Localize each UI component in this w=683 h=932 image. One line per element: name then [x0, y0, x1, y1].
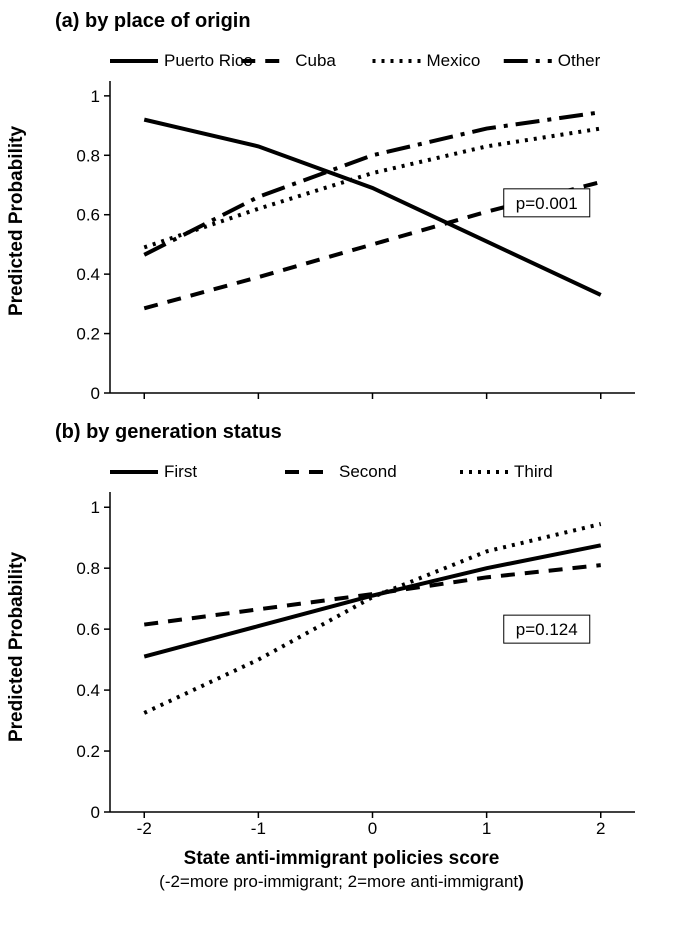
y-tick-label: 0 [91, 384, 100, 401]
series-other [144, 112, 601, 255]
y-tick-label: 0.4 [76, 265, 100, 284]
panel-a-ylabel: Predicted Probability [6, 126, 28, 316]
p-value-text: p=0.124 [516, 620, 578, 639]
panel-b-ylabel: Predicted Probability [6, 552, 28, 742]
y-tick-label: 0.4 [76, 681, 100, 700]
y-tick-label: 0.8 [76, 559, 100, 578]
y-tick-label: 0 [91, 803, 100, 822]
y-tick-label: 0.8 [76, 146, 100, 165]
legend-label-mexico: Mexico [427, 51, 481, 70]
legend: Puerto Rico Cuba Mexico Other [110, 51, 601, 70]
y-tick-label: 0.2 [76, 742, 100, 761]
legend-label-cuba: Cuba [295, 51, 336, 70]
x-tick-label: -1 [251, 819, 266, 838]
x-axis-label: State anti-immigrant policies score [0, 848, 683, 870]
y-tick-label: 0.2 [76, 325, 100, 344]
y-tick-label: 0.6 [76, 206, 100, 225]
p-value-text: p=0.001 [516, 194, 578, 213]
panel-b-chart-wrap: Predicted Probability FirstSecondThird00… [65, 452, 658, 842]
legend-label-third: Third [514, 462, 553, 481]
y-tick-label: 1 [91, 498, 100, 517]
legend-label-first: First [164, 462, 197, 481]
panel-b-svg: First Second Third 0 0.2 0.4 0.6 0.8 1 -2 -1 0 1 2 p=0… [65, 452, 645, 842]
legend-label-other: Other [558, 51, 601, 70]
panel-a: (a) by place of origin Predicted Probabi… [0, 10, 683, 401]
panel-b-title: (b) by generation status [0, 421, 683, 444]
panel-b: (b) by generation status Predicted Proba… [0, 421, 683, 892]
x-axis-sublabel: (-2=more pro-immigrant; 2=more anti-immi… [0, 872, 683, 892]
x-tick-label: 2 [596, 819, 605, 838]
x-tick-label: 0 [368, 819, 377, 838]
x-tick-label: -2 [137, 819, 152, 838]
legend: First Second Third [110, 462, 553, 481]
figure: (a) by place of origin Predicted Probabi… [0, 0, 683, 932]
panel-a-title: (a) by place of origin [0, 10, 683, 33]
y-tick-label: 0.6 [76, 620, 100, 639]
panel-a-svg: Puerto Rico Cuba Mexico Other 0 0.2 0.4 0.6 0.8 1… [65, 41, 645, 401]
y-tick-label: 1 [91, 87, 100, 106]
legend-label-second: Second [339, 462, 397, 481]
panel-a-chart-wrap: Predicted Probability Puerto RicoCubaMex… [65, 41, 658, 401]
x-tick-label: 1 [482, 819, 491, 838]
legend-label-puerto-rico: Puerto Rico [164, 51, 253, 70]
